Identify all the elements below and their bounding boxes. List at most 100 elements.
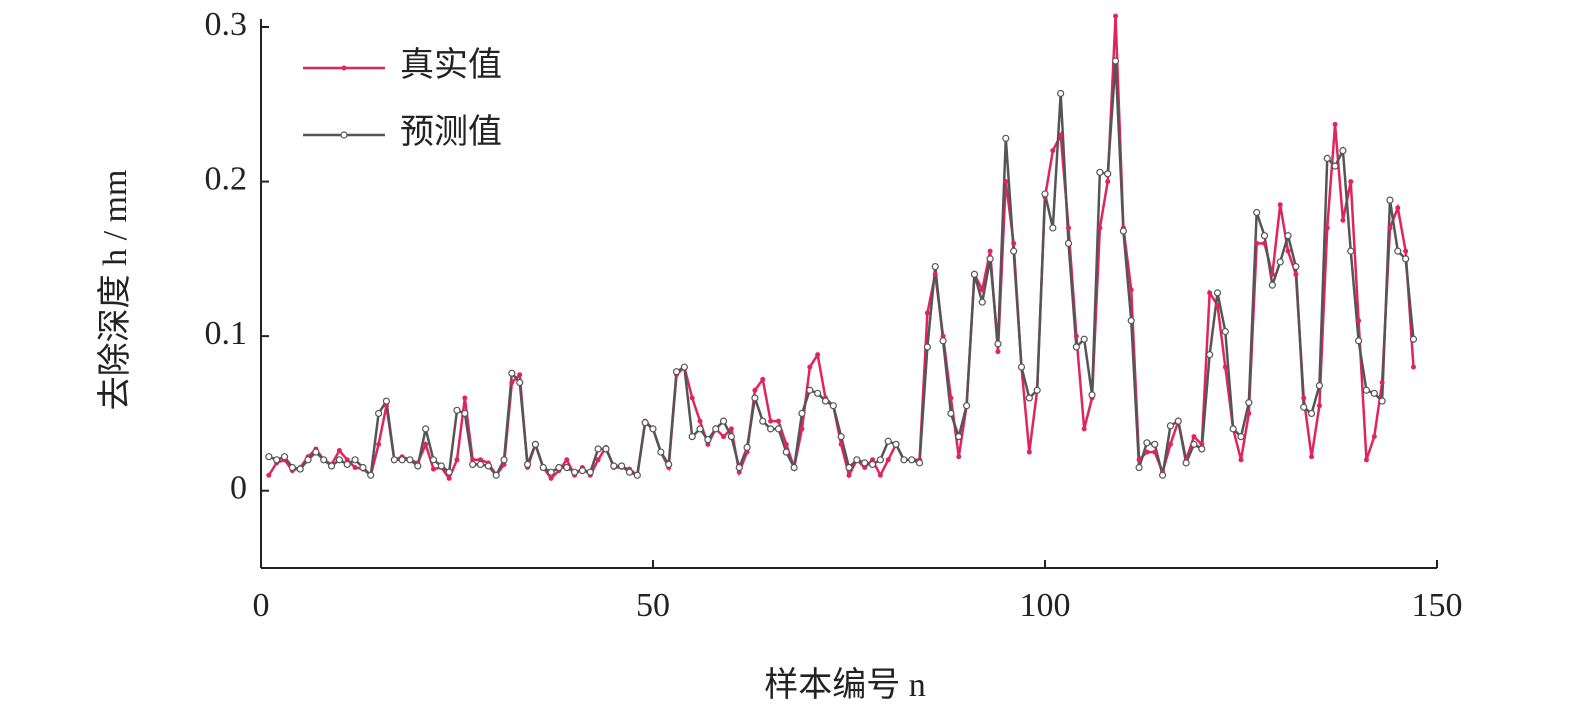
data-point bbox=[995, 349, 1001, 355]
data-point bbox=[304, 456, 312, 464]
data-point bbox=[586, 468, 594, 476]
data-point bbox=[1064, 239, 1073, 247]
data-point bbox=[476, 460, 485, 469]
data-point bbox=[531, 440, 540, 448]
data-point bbox=[501, 461, 507, 467]
data-point bbox=[798, 409, 806, 418]
data-point bbox=[1260, 232, 1269, 240]
data-point bbox=[956, 454, 962, 460]
data-point bbox=[564, 457, 570, 463]
data-point bbox=[1331, 162, 1339, 170]
data-point bbox=[1348, 179, 1354, 185]
data-point bbox=[478, 457, 484, 463]
data-point bbox=[288, 463, 296, 472]
data-point bbox=[1088, 391, 1096, 399]
data-point bbox=[422, 425, 430, 433]
data-point bbox=[704, 436, 712, 444]
data-point bbox=[1026, 449, 1032, 455]
data-point bbox=[312, 448, 320, 456]
data-point bbox=[775, 418, 781, 424]
data-point bbox=[1409, 335, 1418, 343]
data-point bbox=[736, 469, 742, 475]
data-point bbox=[815, 352, 821, 358]
data-point bbox=[351, 456, 359, 464]
data-point bbox=[1111, 57, 1120, 65]
data-point bbox=[1081, 426, 1087, 432]
data-point bbox=[1395, 205, 1401, 211]
data-point bbox=[1198, 445, 1206, 453]
data-point bbox=[445, 468, 453, 476]
x-tick-label: 150 bbox=[1412, 587, 1463, 624]
data-point bbox=[766, 425, 775, 433]
data-point bbox=[987, 248, 993, 254]
data-point bbox=[327, 462, 336, 470]
data-point bbox=[955, 433, 963, 441]
data-point bbox=[273, 456, 281, 464]
data-point bbox=[1127, 317, 1135, 325]
data-point bbox=[979, 287, 985, 293]
data-point bbox=[712, 425, 720, 433]
data-point bbox=[1300, 403, 1308, 411]
data-point bbox=[602, 445, 610, 453]
data-point bbox=[1315, 382, 1324, 390]
data-point bbox=[563, 463, 571, 472]
data-point bbox=[814, 389, 822, 397]
data-point bbox=[931, 262, 939, 271]
data-point bbox=[735, 463, 743, 472]
data-point bbox=[1339, 147, 1347, 155]
y-axis-title: 去除深度 h / mm bbox=[96, 170, 134, 411]
data-point bbox=[689, 395, 695, 401]
data-point bbox=[1002, 134, 1010, 142]
data-point bbox=[1143, 439, 1151, 447]
data-point bbox=[1371, 434, 1377, 440]
data-point bbox=[680, 363, 688, 371]
y-tick-label: 0 bbox=[230, 470, 247, 507]
data-point bbox=[1292, 262, 1300, 271]
data-point bbox=[367, 471, 375, 479]
data-point bbox=[352, 465, 358, 471]
data-point bbox=[845, 463, 853, 472]
legend-label: 真实值 bbox=[400, 46, 502, 84]
data-point bbox=[885, 457, 891, 463]
data-point bbox=[1049, 224, 1057, 232]
data-point bbox=[721, 434, 727, 440]
data-point bbox=[1254, 240, 1260, 246]
x-tick-label: 100 bbox=[1020, 587, 1071, 624]
data-point bbox=[1066, 225, 1072, 231]
data-point bbox=[1206, 351, 1214, 359]
data-point bbox=[783, 441, 789, 447]
data-point bbox=[1246, 410, 1252, 416]
data-point bbox=[1003, 179, 1009, 185]
data-point bbox=[1057, 89, 1065, 98]
data-point bbox=[868, 460, 877, 469]
data-point bbox=[884, 437, 892, 445]
data-point bbox=[892, 440, 900, 448]
data-point bbox=[1324, 225, 1330, 231]
data-point bbox=[1347, 247, 1355, 255]
data-point bbox=[1011, 240, 1017, 246]
data-point bbox=[1253, 208, 1261, 217]
data-point bbox=[1309, 454, 1315, 460]
data-point bbox=[1245, 399, 1253, 407]
data-point bbox=[1191, 434, 1197, 440]
data-point bbox=[846, 472, 852, 478]
data-point bbox=[744, 449, 750, 455]
data-point bbox=[657, 448, 665, 456]
data-point bbox=[1080, 335, 1088, 343]
data-point bbox=[782, 448, 790, 456]
series-line bbox=[267, 16, 1415, 481]
data-point bbox=[1025, 394, 1033, 402]
data-point bbox=[618, 462, 626, 470]
data-point bbox=[978, 298, 986, 306]
data-point bbox=[1332, 121, 1338, 127]
data-point bbox=[1113, 13, 1119, 19]
data-point bbox=[1403, 248, 1409, 254]
data-point bbox=[649, 425, 657, 433]
data-point bbox=[1010, 247, 1018, 255]
data-point bbox=[344, 457, 350, 463]
legend-marker bbox=[341, 65, 347, 71]
x-tick-label: 50 bbox=[636, 587, 670, 624]
data-point bbox=[752, 387, 758, 393]
data-point bbox=[1136, 457, 1142, 463]
data-point bbox=[1119, 227, 1128, 235]
